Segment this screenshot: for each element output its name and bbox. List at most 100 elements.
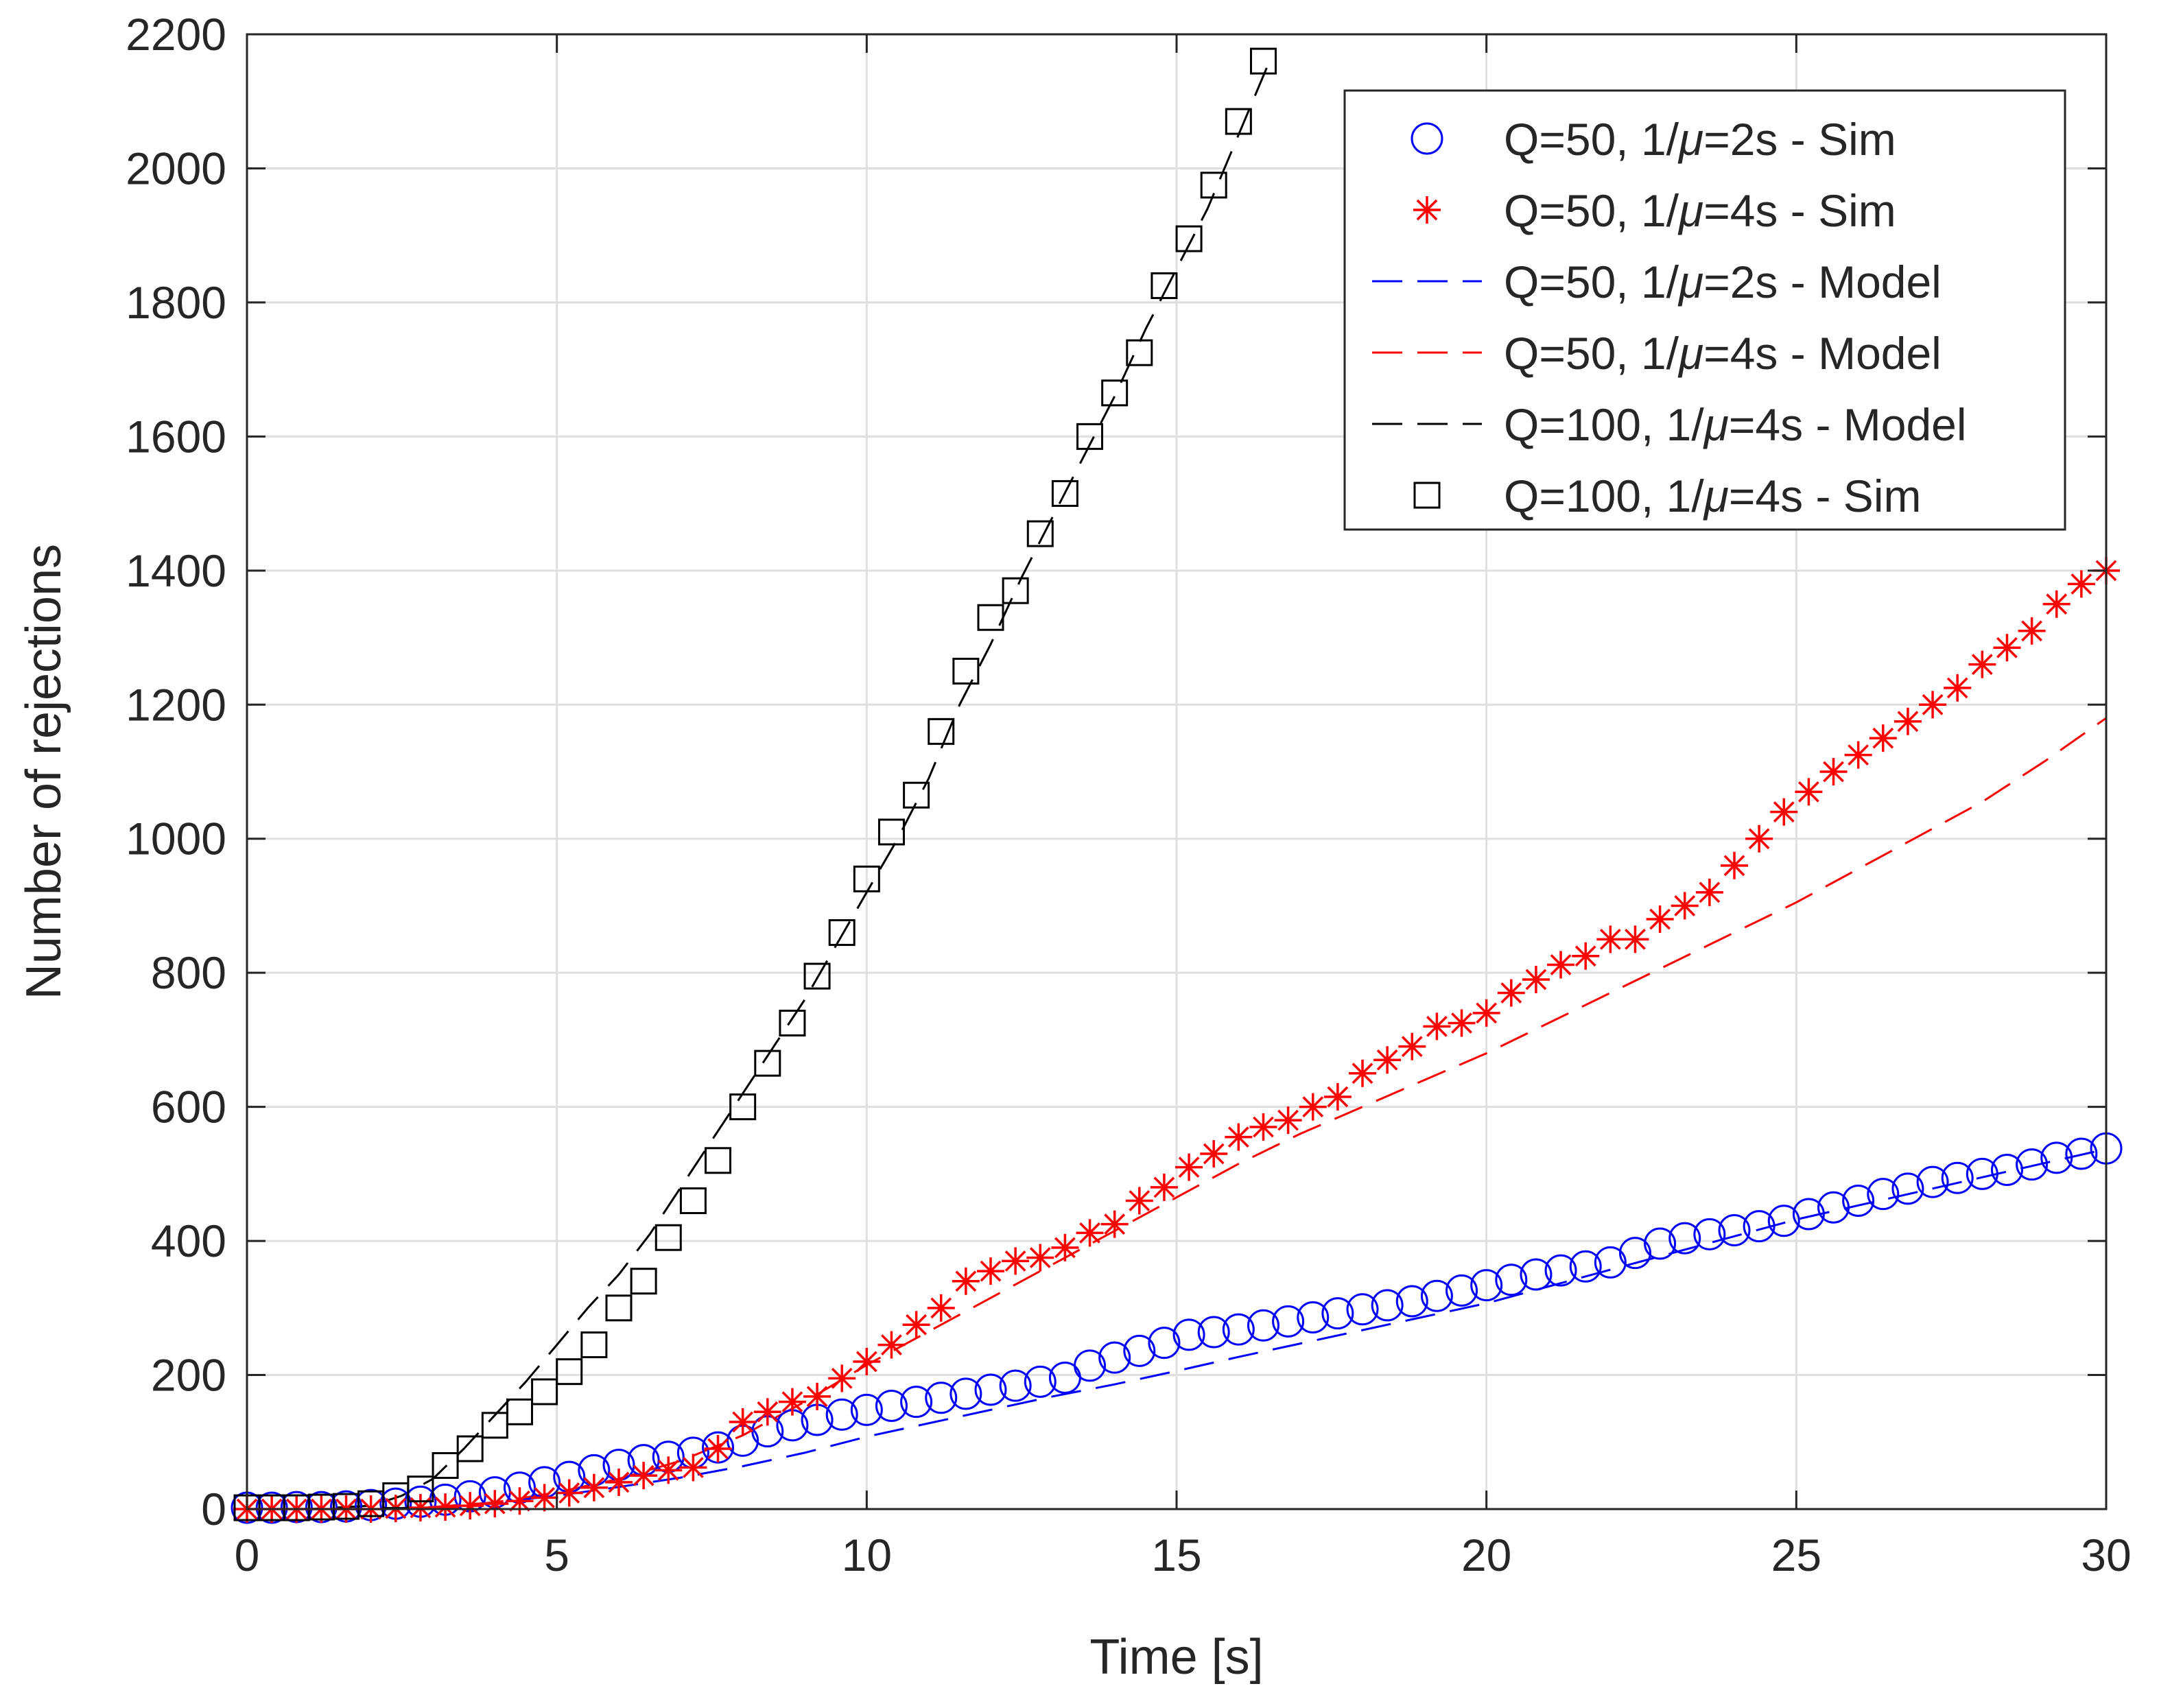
data-point [1919,691,1947,719]
data-point [1448,1009,1476,1037]
data-point [1792,1198,1825,1231]
legend-label-suffix: =2s - Sim [1703,114,1896,165]
legend-label-prefix: Q=100, 1/ [1504,399,1704,450]
data-point [2067,570,2095,598]
data-point [927,1294,955,1322]
data-point [1671,892,1699,920]
data-point [779,1009,806,1036]
legend-label-prefix: Q=50, 1/ [1504,328,1679,379]
data-point [1197,1316,1230,1349]
data-point [825,1398,858,1431]
legend-label: Q=50, 1/μ=2s - Sim [1504,114,1896,165]
data-point [1547,951,1575,979]
data-point [704,1435,732,1463]
data-point [828,919,856,947]
data-point [828,1364,856,1392]
data-point [1695,878,1723,906]
data-point [903,781,930,809]
x-tick-label: 30 [2081,1530,2131,1580]
data-point [875,1390,908,1422]
y-tick-label: 800 [151,947,226,998]
data-point [255,1491,288,1524]
legend-label-suffix: =4s - Model [1729,399,1967,450]
data-point [1172,1318,1205,1351]
y-tick-label: 400 [151,1215,226,1266]
data-point [1123,1334,1156,1367]
data-point [1966,1157,1998,1190]
data-point [1100,1210,1129,1238]
data-point [999,1369,1032,1402]
data-point [1869,724,1897,752]
data-point [1745,825,1773,853]
data-point [1495,1264,1528,1296]
data-point [1646,905,1674,933]
data-point [654,1224,682,1251]
mu-symbol: μ [1703,471,1729,521]
data-point [1051,1233,1079,1261]
y-tick-label: 200 [151,1350,226,1401]
data-point [1497,979,1525,1007]
data-point [1026,520,1054,547]
series-4 [247,60,1271,1510]
axis-ticks: 0 5 10 15 20 25 30 0 200 400 600 800 1000 1200 1400 160… [126,9,2132,1580]
x-axis-label: Time [s] [1089,1630,1263,1685]
data-point [952,657,980,685]
data-point [1272,1305,1305,1338]
legend-swatch [1413,482,1441,509]
data-point [432,1493,460,1521]
data-point [1074,1349,1107,1382]
data-point [1618,1237,1651,1270]
data-point [654,1456,683,1484]
data-point [1148,1327,1181,1360]
data-point [977,1257,1004,1285]
data-point [1544,1254,1577,1287]
mu-symbol: μ [1677,185,1703,236]
data-point [1051,479,1078,507]
data-point [481,1490,509,1518]
data-point [1150,1173,1178,1201]
data-point [1151,272,1178,299]
data-point [456,1435,484,1462]
x-tick-label: 20 [1461,1530,1511,1580]
data-point [2018,617,2046,645]
data-point [407,1475,434,1503]
data-point [1423,1012,1451,1041]
data-point [1098,1341,1131,1374]
legend-label-prefix: Q=50, 1/ [1504,185,1679,236]
data-point [1299,1093,1327,1121]
series-3 [247,717,2107,1510]
data-point [1222,1313,1255,1346]
data-point [1420,1279,1453,1312]
data-point [1024,1365,1057,1398]
data-point [1621,925,1649,953]
legend-label-suffix: =4s - Sim [1729,471,1922,521]
data-point [1644,1227,1677,1260]
data-point [555,1479,583,1507]
data-point [1125,1187,1153,1215]
data-point [481,1412,508,1439]
data-point [977,604,1004,631]
data-point [853,865,880,892]
y-tick-label: 1600 [126,411,226,462]
data-point [1594,1246,1627,1279]
data-point [1346,1293,1379,1326]
legend-label: Q=50, 1/μ=4s - Sim [1504,185,1896,236]
legend-entry: Q=50, 1/μ=4s - Model [1372,328,1942,379]
data-point [2016,1148,2049,1181]
legend-entry: Q=50, 1/μ=4s - Sim [1413,185,1896,236]
legend-label-suffix: =4s - Sim [1703,185,1896,236]
data-point [531,1378,558,1405]
data-point [456,1492,484,1520]
mu-symbol: μ [1677,114,1703,165]
legend-label-prefix: Q=100, 1/ [1504,471,1704,521]
legend-entry: Q=50, 1/μ=2s - Model [1372,257,1942,307]
data-point [877,818,905,846]
data-point [1297,1301,1330,1333]
data-point [1743,1210,1775,1243]
data-point [1126,339,1153,366]
data-series [231,47,2123,1524]
data-point [949,1377,982,1410]
y-tick-label: 1800 [126,277,226,328]
